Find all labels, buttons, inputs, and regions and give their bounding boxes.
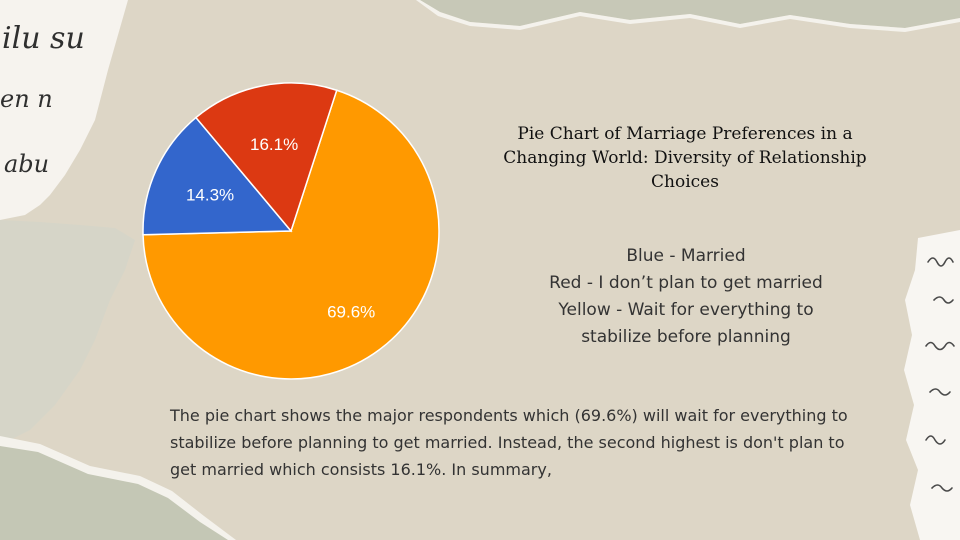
- map-patch-top-edge: [416, 0, 960, 32]
- handwriting-scribbles: [925, 257, 955, 492]
- legend-item-married: Blue - Married: [626, 246, 746, 266]
- legend-item-wait: Yellow - Wait for everything to: [558, 300, 814, 320]
- legend-item-wait-continued: stabilize before planning: [581, 327, 791, 347]
- handwriting-line-1: ilu su: [2, 21, 85, 56]
- handwriting-line-3: abu: [4, 150, 49, 178]
- pie-chart: 69.6% 14.3% 16.1%: [142, 82, 440, 380]
- legend-item-not-marrying: Red - I don’t plan to get married: [549, 273, 823, 293]
- map-patch-bottom: [0, 440, 230, 540]
- pie-slice-wait: [142, 89, 440, 380]
- chart-title: Pie Chart of Marriage Preferences in a C…: [503, 124, 867, 192]
- pie-slice-not-marrying-label: 16.1%: [250, 135, 298, 154]
- pie-slice-not-marrying: [194, 82, 338, 233]
- handwriting-line-2: en n: [0, 85, 53, 113]
- torn-paper-left: [0, 0, 128, 220]
- pie-labels: 69.6% 14.3% 16.1%: [186, 135, 375, 322]
- legend: Blue - Married Red - I don’t plan to get…: [500, 243, 872, 351]
- torn-paper-right: [904, 230, 960, 540]
- map-patch-bottom-edge: [0, 436, 236, 540]
- pie-slice-wait-label: 69.6%: [327, 303, 375, 322]
- pie-slice-married-label: 14.3%: [186, 185, 234, 204]
- pie-slice-married: [142, 116, 293, 236]
- map-patch-left: [0, 220, 135, 445]
- summary-paragraph: The pie chart shows the major respondent…: [170, 406, 848, 479]
- pie-slices: [142, 82, 440, 380]
